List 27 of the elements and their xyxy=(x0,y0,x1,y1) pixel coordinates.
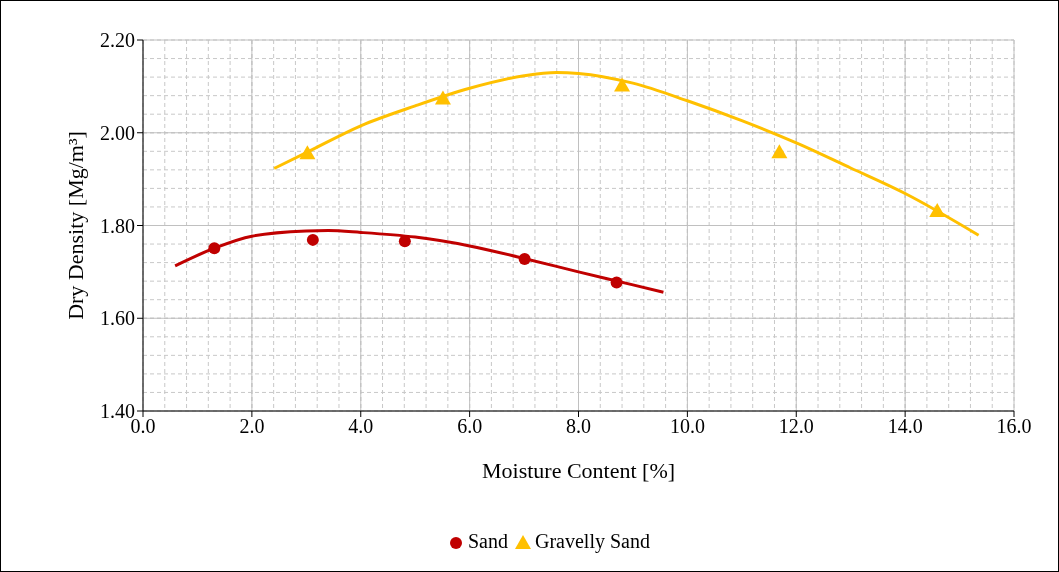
point xyxy=(771,144,788,159)
x-tick-label: 2.0 xyxy=(239,415,265,438)
x-tick-label: 4.0 xyxy=(348,415,374,438)
legend-label: Sand xyxy=(467,530,508,553)
x-tick-label: 10.0 xyxy=(669,415,705,438)
y-tick-label: 2.20 xyxy=(100,29,135,52)
x-tick-label: 16.0 xyxy=(996,415,1032,438)
y-tick-label: 1.80 xyxy=(100,214,135,237)
point xyxy=(434,90,451,105)
x-tick-label: 8.0 xyxy=(566,415,591,438)
line-series xyxy=(173,229,665,294)
point xyxy=(208,242,221,255)
x-tick-label: 6.0 xyxy=(457,415,483,438)
point xyxy=(306,233,319,246)
legend-label: Gravelly Sand xyxy=(534,530,650,553)
x-tick-label: 14.0 xyxy=(887,415,923,438)
point xyxy=(299,145,316,160)
x-axis-title: Moisture Content [%] xyxy=(481,458,676,483)
point xyxy=(614,77,631,92)
x-tick-label: 12.0 xyxy=(778,415,814,438)
point xyxy=(518,252,531,265)
line-series xyxy=(272,70,981,237)
point xyxy=(929,203,946,218)
y-tick-label: 1.60 xyxy=(100,307,135,330)
point xyxy=(610,276,623,289)
y-axis-title: Dry Density [Mg/m³] xyxy=(62,131,88,320)
y-tick-label: 2.00 xyxy=(100,121,135,144)
